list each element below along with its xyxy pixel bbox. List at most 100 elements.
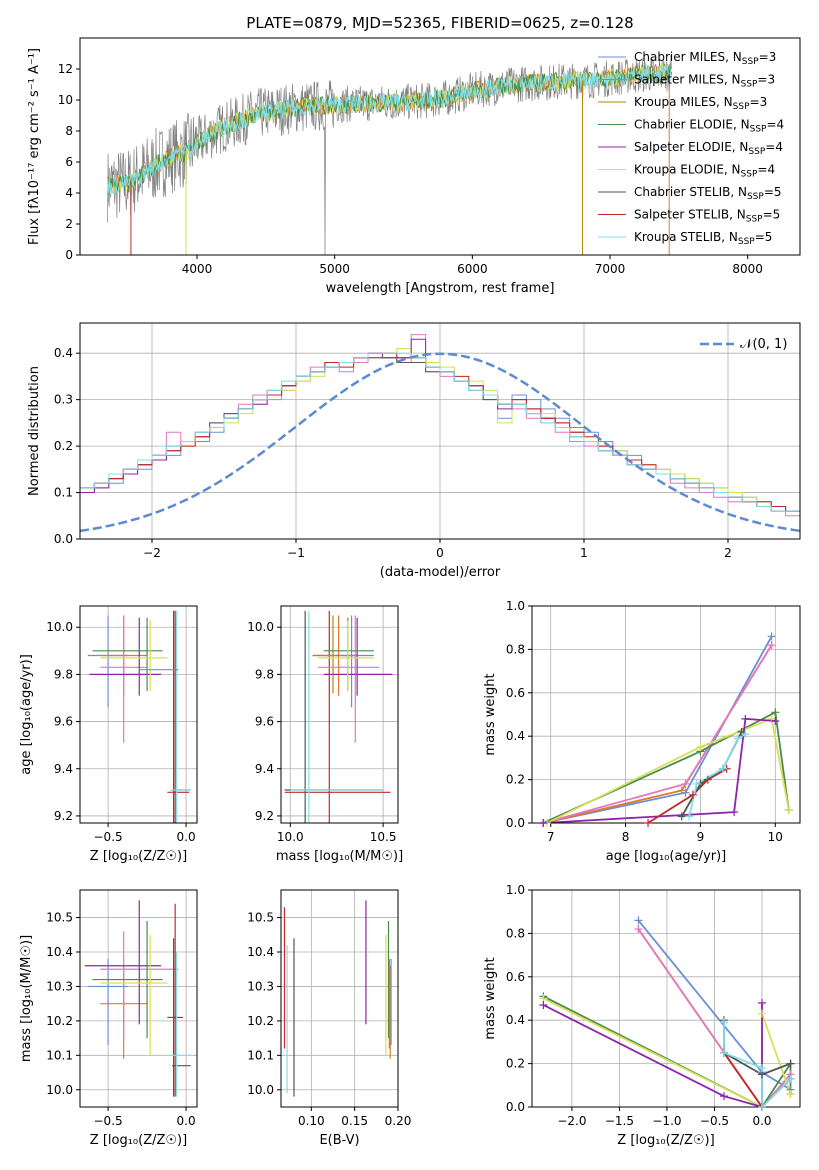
weight-line (688, 733, 746, 817)
y-axis-label: mass [log₁₀(M/M☉)] (19, 935, 34, 1062)
y-tick-label: 10.0 (46, 1083, 73, 1097)
y-axis-label: Flux [fλ10⁻¹⁷ erg cm⁻² s⁻¹ A⁻¹] (27, 48, 42, 245)
x-axis-label: Z [log₁₀(Z/Z☉)] (617, 1133, 714, 1148)
plot-area-spectrum (107, 54, 673, 255)
weight-marker (681, 779, 690, 788)
plot-area-ebv-vs-mass (281, 890, 398, 1107)
axes-frame (79, 889, 198, 1108)
weight-marker (634, 916, 643, 925)
weight-marker (644, 819, 653, 827)
y-tick-label: 0.4 (506, 729, 525, 743)
panel-residuals: −2 −1 0 1 2 0.0 0.1 0.2 0.3 0.4 (data-model)/error… (27, 322, 801, 580)
weight-marker (786, 1074, 795, 1083)
y-tick-label: 0.2 (506, 773, 525, 787)
panel-ebv-vs-mass: 0.10 0.15 0.20 10.0 10.1 10.2 10.3 10.4 10.5 E(B-… (247, 889, 411, 1148)
x-axis-label: wavelength [Angstrom, rest frame] (326, 281, 555, 296)
y-tick-label: 9.4 (54, 762, 73, 776)
weight-marker (757, 998, 766, 1007)
legend-entry: 𝒩(0, 1) (740, 337, 787, 352)
x-tick-label: 6000 (457, 262, 488, 276)
y-tick-label: 4 (65, 186, 73, 200)
legend-label: Kroupa MILES, N (634, 95, 733, 109)
x-tick-label: 9 (697, 830, 705, 844)
histogram-step (80, 357, 800, 517)
histogram-step (80, 352, 800, 512)
weight-marker (696, 743, 705, 752)
panel-age-vs-weight: 7 8 9 10 0.0 0.2 0.4 0.6 0.8 1.0 age [log₁₀(age/yr… (483, 599, 801, 864)
panel-z-vs-mass: −0.5 0.0 10.0 10.1 10.2 10.3 10.4 10.5 Z [log₁₀(… (19, 889, 198, 1148)
axes-frame (531, 605, 801, 824)
weight-marker (741, 714, 750, 723)
x-tick-label: 0.10 (298, 1114, 325, 1128)
plot-area-z-vs-age (80, 606, 197, 823)
y-axis-label: mass weight (483, 673, 498, 755)
legend-label: Kroupa STELIB, N (634, 230, 738, 244)
y-tick-label: 2 (65, 217, 73, 231)
weight-marker (757, 1063, 766, 1072)
legend-entry: Chabrier MILES, NSSP=3 (634, 50, 776, 67)
weight-marker (677, 812, 686, 821)
y-tick-label: 9.8 (255, 667, 274, 681)
y-tick-label: 0.0 (54, 532, 73, 546)
plot-area-mass-vs-age (281, 606, 398, 823)
weight-marker (741, 730, 750, 739)
y-tick-label: 10.2 (247, 1014, 274, 1028)
histogram-step (80, 352, 800, 517)
x-tick-label: −0.5 (700, 1114, 729, 1128)
y-tick-label: 0.6 (506, 970, 525, 984)
weight-marker (677, 786, 686, 795)
y-tick-label: 0.8 (506, 642, 525, 656)
normal-distribution-curve (80, 352, 800, 533)
legend-subscript: SSP (750, 125, 767, 135)
legend-suffix: =3 (757, 73, 775, 87)
y-tick-label: 0.0 (506, 1100, 525, 1114)
x-axis-label: E(B-V) (319, 1133, 359, 1148)
weight-marker (634, 925, 643, 934)
model-spectrum-line (107, 63, 673, 194)
x-tick-label: 8000 (732, 262, 763, 276)
y-tick-label: 1.0 (506, 883, 525, 897)
y-tick-label: 0.0 (506, 816, 525, 830)
y-tick-label: 0.4 (506, 1013, 525, 1027)
x-tick-label: 5000 (319, 262, 350, 276)
y-tick-label: 10.0 (247, 620, 274, 634)
residuals-legend: 𝒩(0, 1) (700, 337, 787, 352)
legend-entry: Salpeter MILES, NSSP=3 (634, 73, 775, 90)
x-tick-label: −2 (143, 546, 161, 560)
legend-label: Chabrier MILES, N (634, 50, 742, 64)
legend-label: Kroupa ELODIE, N (634, 163, 741, 177)
weight-line (542, 644, 773, 823)
weight-marker (733, 734, 742, 743)
legend-subscript: SSP (742, 57, 759, 67)
legend-entry: Chabrier STELIB, NSSP=5 (634, 185, 782, 202)
y-tick-label: 9.2 (255, 809, 274, 823)
weight-marker (703, 775, 712, 784)
x-tick-label: 0 (436, 546, 444, 560)
x-axis-label: mass [log₁₀(M/M☉)] (276, 849, 403, 864)
y-tick-label: 0.6 (506, 686, 525, 700)
x-tick-label: 10.0 (277, 830, 304, 844)
legend-label: Salpeter ELODIE, N (634, 140, 748, 154)
axes-frame (79, 37, 801, 256)
x-tick-label: 0.0 (177, 830, 196, 844)
y-tick-label: 0.8 (506, 926, 525, 940)
y-tick-label: 6 (65, 155, 73, 169)
weight-marker (771, 708, 780, 717)
legend-suffix: =4 (757, 163, 775, 177)
y-tick-label: 0.1 (54, 486, 73, 500)
y-tick-label: 9.8 (54, 667, 73, 681)
weight-line (546, 717, 790, 823)
legend-label: Salpeter MILES, N (634, 73, 741, 87)
axes-frame (280, 889, 399, 1108)
y-tick-label: 10.1 (46, 1048, 73, 1062)
weight-line (542, 1002, 763, 1107)
legend-suffix: =3 (750, 95, 768, 109)
histogram-step (80, 352, 800, 517)
x-tick-label: 1 (580, 546, 588, 560)
legend-entry: Chabrier ELODIE, NSSP=4 (634, 118, 784, 135)
plot-area-z-vs-mass (80, 890, 197, 1107)
weight-marker (692, 779, 701, 788)
legend-entry: Kroupa ELODIE, NSSP=4 (634, 163, 775, 180)
weight-marker (786, 1059, 795, 1068)
